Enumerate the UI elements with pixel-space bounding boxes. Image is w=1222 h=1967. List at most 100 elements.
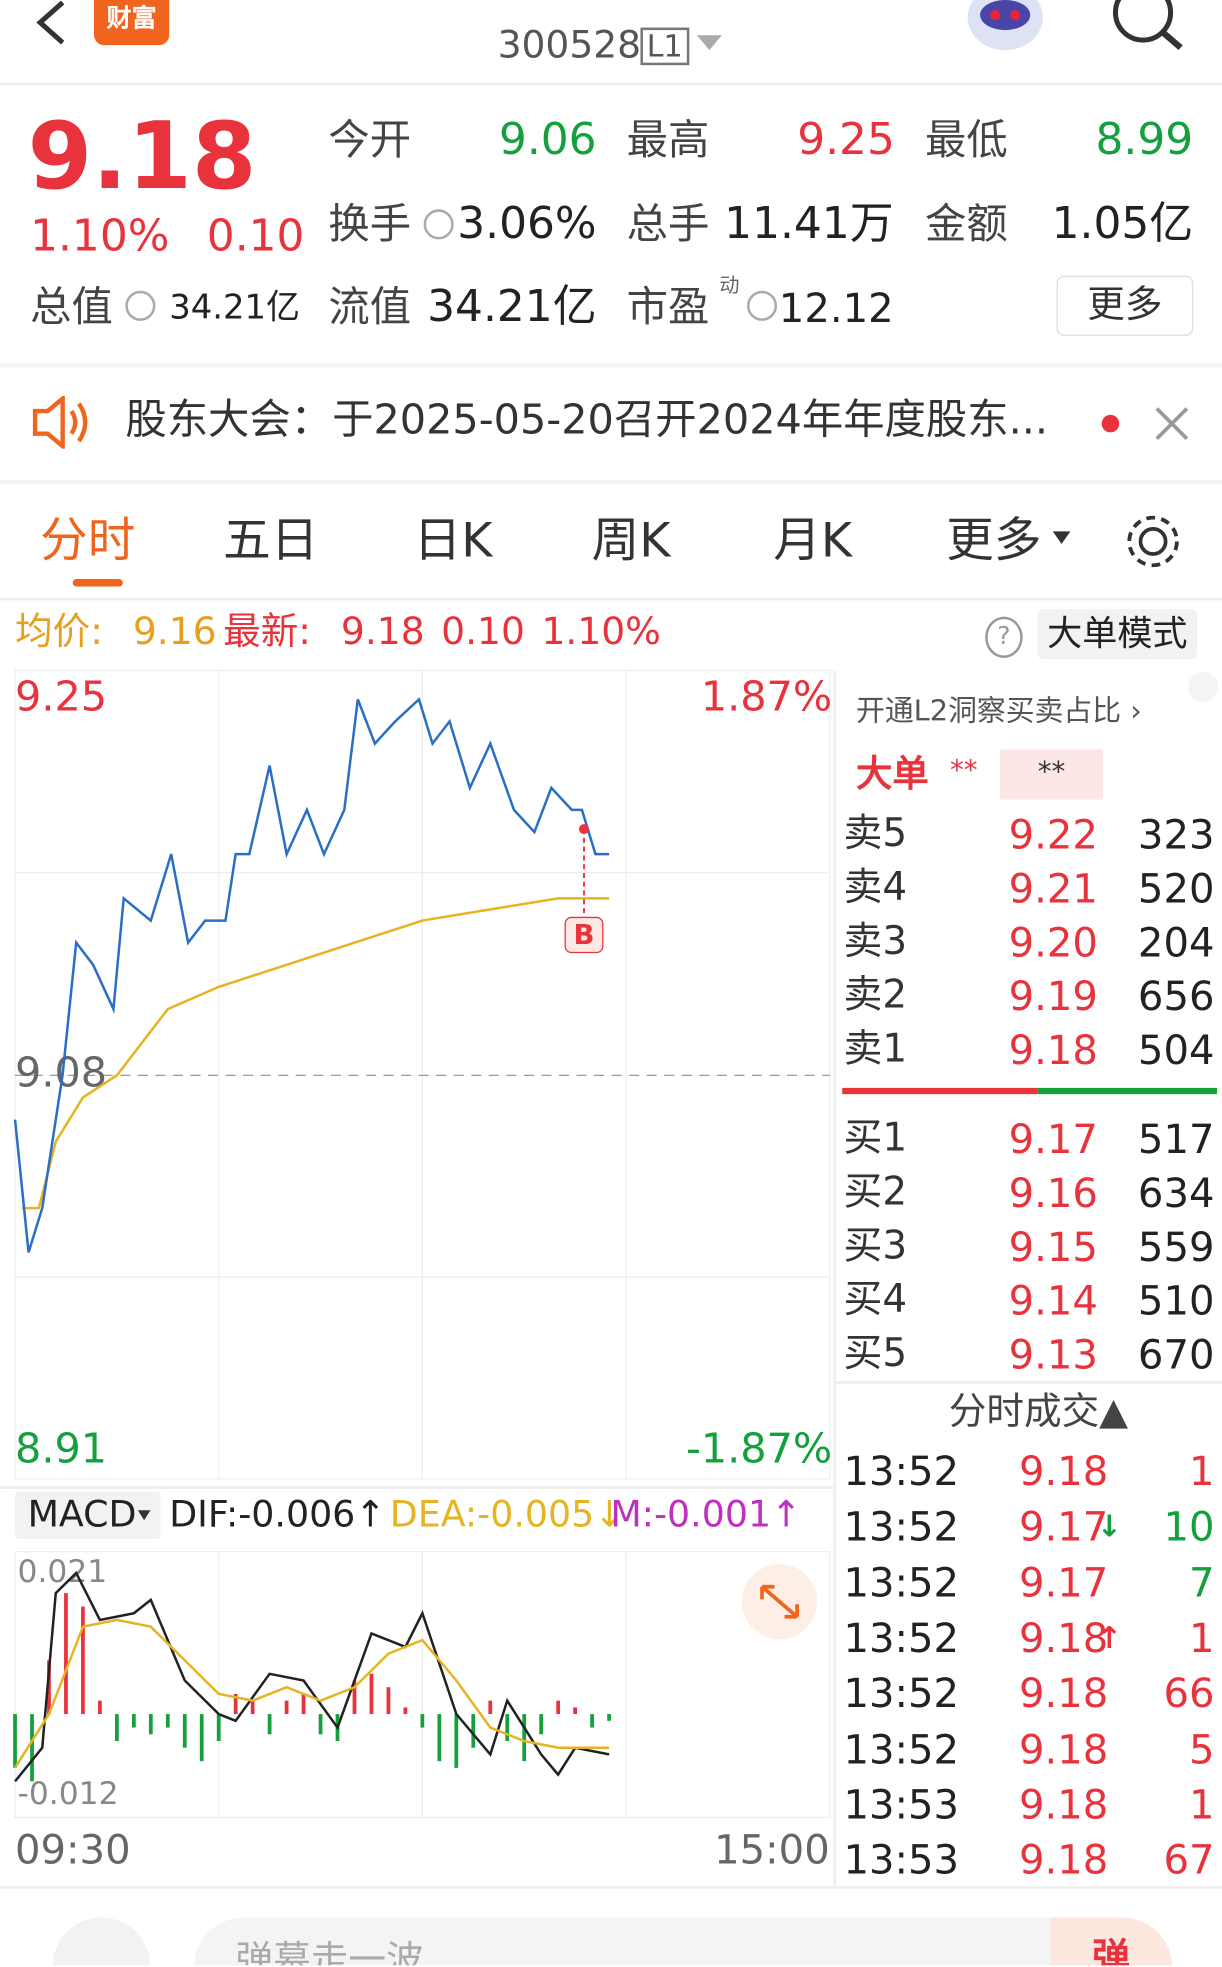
info-icon[interactable] bbox=[423, 209, 454, 240]
order-volume: 504 bbox=[1137, 1026, 1215, 1075]
field-label: 换手 bbox=[328, 199, 412, 249]
order-price: 9.16 bbox=[1008, 1169, 1098, 1217]
tab[interactable]: 分时 bbox=[40, 512, 136, 568]
mode-button[interactable]: 大单模式 bbox=[1037, 609, 1197, 660]
histogram-bar bbox=[522, 1714, 527, 1762]
field-label: 市盈 bbox=[626, 281, 710, 331]
trade-volume: 1 bbox=[1188, 1447, 1215, 1496]
tab[interactable]: 日K bbox=[413, 512, 493, 568]
histogram-bar bbox=[573, 1707, 578, 1715]
histogram-bar bbox=[30, 1714, 34, 1782]
trade-time: 13:52 bbox=[843, 1669, 960, 1718]
info-icon[interactable] bbox=[125, 290, 156, 321]
info-icon[interactable] bbox=[746, 290, 778, 321]
annotation: B bbox=[573, 918, 594, 951]
trade-volume: 1 bbox=[1188, 1614, 1215, 1662]
order-label: 卖2 bbox=[843, 972, 908, 1018]
divider bbox=[0, 597, 1222, 601]
promo[interactable]: 开通L2洞察买卖占比 › bbox=[856, 695, 1142, 729]
field-label: 金额 bbox=[924, 199, 1008, 249]
field-value: 12.12 bbox=[778, 284, 894, 333]
histogram-bar bbox=[369, 1673, 374, 1715]
histogram-bar bbox=[114, 1714, 119, 1741]
big-order: 大单 bbox=[856, 751, 929, 795]
robot-icon[interactable] bbox=[955, 0, 1055, 55]
trade-time: 13:52 bbox=[843, 1725, 960, 1773]
order-price: 9.19 bbox=[1008, 972, 1098, 1021]
histogram-bar bbox=[267, 1714, 272, 1735]
histogram-bar bbox=[47, 1660, 51, 1715]
avg-label: 均价: bbox=[15, 610, 103, 655]
divider bbox=[0, 82, 1222, 86]
dropdown-caret bbox=[137, 1510, 151, 1521]
order-volume: 510 bbox=[1137, 1277, 1215, 1325]
field-value: 34.21亿 bbox=[427, 281, 597, 333]
legend-label: M:-0.001↑ bbox=[610, 1493, 801, 1536]
trade-volume: 67 bbox=[1163, 1836, 1215, 1884]
histogram-bar bbox=[607, 1714, 611, 1721]
legend-label: DEA:-0.005↓ bbox=[390, 1493, 625, 1536]
field-label: 最低 bbox=[924, 115, 1008, 165]
more-button[interactable]: 更多 bbox=[1056, 275, 1194, 336]
trade-price: 9.18 bbox=[1018, 1725, 1109, 1773]
trades-title[interactable]: 分时成交▲ bbox=[948, 1389, 1129, 1434]
expand-icon bbox=[760, 1584, 799, 1619]
legend-label: DIF:-0.006↑ bbox=[169, 1493, 386, 1536]
tab[interactable]: 更多 bbox=[946, 512, 1042, 568]
order-label: 买3 bbox=[843, 1223, 908, 1269]
histogram-bar bbox=[437, 1714, 442, 1762]
histogram-bar bbox=[420, 1714, 425, 1728]
trade-time: 13:53 bbox=[843, 1780, 960, 1829]
order-volume: 559 bbox=[1137, 1223, 1215, 1271]
notice-text[interactable]: 股东大会：于2025-05-20召开2024年年度股东... bbox=[125, 394, 1049, 444]
order-price: 9.20 bbox=[1008, 918, 1098, 967]
field-value: 9.25 bbox=[797, 115, 895, 166]
order-volume: 634 bbox=[1137, 1169, 1215, 1217]
tab[interactable]: 月K bbox=[773, 512, 853, 568]
trade-price: 9.18 bbox=[1018, 1780, 1109, 1829]
close[interactable] bbox=[1188, 671, 1219, 702]
histogram-bar bbox=[488, 1700, 493, 1715]
histogram-bar bbox=[284, 1700, 289, 1715]
field-label: 最高 bbox=[626, 115, 710, 165]
trade-price: 9.18 bbox=[1018, 1614, 1109, 1662]
histogram-bar bbox=[403, 1707, 408, 1715]
x-tick-label: 15:00 bbox=[714, 1827, 830, 1873]
latest-change: 0.10 bbox=[441, 610, 525, 655]
unread-dot bbox=[1101, 414, 1120, 433]
order-volume: 656 bbox=[1137, 972, 1215, 1021]
tab[interactable]: 周K bbox=[591, 512, 671, 568]
comment-input[interactable] bbox=[194, 1917, 1172, 1966]
trade-time: 13:52 bbox=[843, 1503, 960, 1551]
x-tick-label: 09:30 bbox=[15, 1827, 131, 1873]
search-icon[interactable] bbox=[1103, 0, 1191, 51]
help-icon[interactable]: ? bbox=[985, 616, 1023, 658]
input-placeholder: 弹幕走一波 bbox=[235, 1938, 424, 1966]
settings-icon[interactable] bbox=[1123, 511, 1186, 571]
tab[interactable]: 五日 bbox=[223, 512, 319, 568]
indicator-name: MACD bbox=[28, 1493, 137, 1536]
histogram-bar bbox=[505, 1714, 510, 1741]
order-volume: 204 bbox=[1137, 918, 1215, 967]
latest-point bbox=[578, 824, 590, 835]
speaker-icon bbox=[32, 396, 88, 449]
trade-time: 13:52 bbox=[843, 1447, 960, 1496]
field-value: 9.06 bbox=[498, 115, 597, 166]
divider bbox=[0, 363, 1222, 368]
trade-flag: ↑ bbox=[1096, 1620, 1122, 1656]
histogram-bar bbox=[216, 1714, 221, 1741]
histogram-bar bbox=[199, 1714, 204, 1762]
histogram-bar bbox=[386, 1687, 391, 1715]
back-button[interactable] bbox=[25, 0, 75, 45]
y-tick-label: 9.25 bbox=[15, 672, 107, 720]
order-price: 9.17 bbox=[1008, 1115, 1098, 1164]
trade-flag: ↓ bbox=[1096, 1509, 1122, 1545]
y-tick-label: 8.91 bbox=[15, 1424, 107, 1472]
trade-price: 9.18 bbox=[1018, 1669, 1109, 1718]
order-label: 卖4 bbox=[843, 864, 908, 910]
trade-price: 9.18 bbox=[1018, 1447, 1109, 1496]
order-price: 9.18 bbox=[1008, 1026, 1098, 1075]
dropdown-icon[interactable] bbox=[696, 35, 722, 53]
series-line bbox=[13, 1618, 610, 1769]
close-button[interactable] bbox=[1153, 405, 1191, 443]
